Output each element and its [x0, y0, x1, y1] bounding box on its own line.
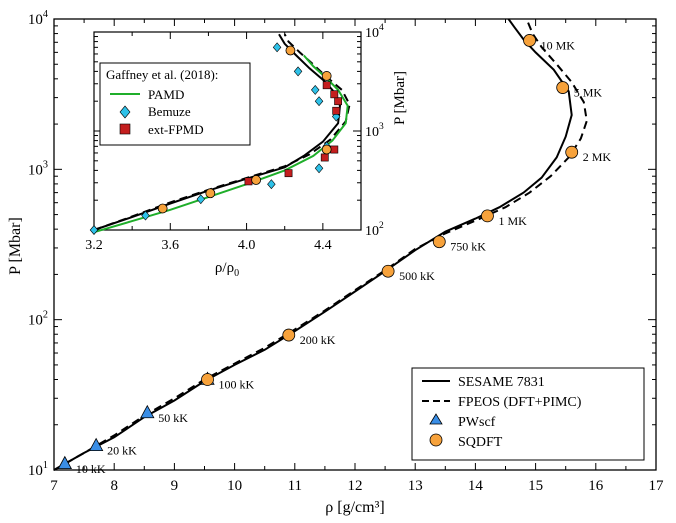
legend-label-pwscf: PWscf [458, 415, 496, 430]
main-x-tick-label: 17 [649, 478, 665, 494]
inset-marker-bemuze [314, 163, 324, 174]
main-series-line-1 [53, 18, 588, 471]
main-marker-sqdft [481, 209, 494, 223]
inset-marker-bemuze [293, 66, 303, 77]
temperature-label: 100 kK [219, 377, 255, 391]
inset-series-line-0 [93, 33, 342, 231]
inset-marker-ext-fpmd [284, 169, 293, 178]
inset-marker-ext-fpmd [330, 145, 339, 154]
inset-y-tick-label: 103 [365, 122, 384, 140]
inset-legend-label-pamd: PAMD [148, 87, 184, 102]
inset-markers [89, 42, 343, 235]
inset-marker-ext-fpmd [330, 90, 339, 99]
inset-marker-ext-fpmd [332, 106, 341, 115]
inset-marker-sqdft [321, 71, 332, 81]
inset-legend: Gaffney et al. (2018): PAMD Bemuze ext-F… [99, 62, 251, 146]
x-axis-label: ρ [g/cm³] [325, 499, 384, 516]
main-marker-sqdft [282, 328, 296, 342]
legend-box [411, 367, 645, 461]
inset-x-tick-label: 4.0 [238, 238, 256, 253]
temperature-label: 500 kK [399, 269, 435, 283]
main-x-tick-label: 7 [50, 478, 58, 494]
inset-marker-bemuze [196, 194, 206, 205]
inset-marker-bemuze [314, 96, 324, 107]
main-y-tick-label: 101 [28, 460, 48, 479]
main-x-tick-label: 15 [528, 478, 543, 494]
inset-y-tick-label: 104 [365, 23, 384, 41]
temperature-label: 5 MK [574, 86, 603, 100]
temperature-label: 50 kK [158, 411, 188, 425]
inset-legend-swatch-bemuze [119, 105, 131, 119]
inset-marker-ext-fpmd [320, 153, 329, 162]
main-marker-sqdft [523, 34, 536, 47]
main-x-tick-label: 10 [227, 478, 242, 494]
inset-legend-title: Gaffney et al. (2018): [106, 67, 218, 82]
main-marker-sqdft [565, 145, 579, 159]
main-series-line-0 [53, 18, 573, 471]
main-y-tick-label: 104 [28, 9, 48, 28]
inset-axis-ticks: 3.2 3.6 4.0 4.4 102 103 104 [85, 23, 384, 253]
inset-legend-swatch-extfpmd [119, 123, 131, 135]
main-series-lines [53, 18, 588, 471]
main-x-tick-label: 9 [171, 478, 179, 494]
main-x-tick-label: 11 [288, 478, 302, 494]
inset-x-axis-label: ρ/ρ0 [215, 260, 239, 279]
inset-plot: 3.2 3.6 4.0 4.4 102 103 104 ρ/ρ0 P [Mbar] Gaff… [85, 23, 408, 279]
main-marker-pwscf [88, 437, 104, 452]
inset-marker-sqdft [205, 188, 216, 199]
inset-marker-sqdft [285, 45, 296, 56]
inset-legend-label-bemuze: Bemuze [148, 104, 191, 119]
temperature-label: 10 MK [541, 38, 576, 52]
main-markers [57, 34, 579, 470]
legend-swatch-sqdft [429, 433, 443, 447]
legend-swatch-pwscf [429, 413, 443, 425]
main-marker-pwscf [140, 404, 155, 419]
temperature-label: 200 kK [300, 333, 336, 347]
inset-x-tick-label: 3.6 [162, 238, 180, 253]
main-marker-pwscf [57, 455, 73, 470]
main-y-tick-label: 103 [28, 159, 48, 178]
main-marker-sqdft [432, 235, 446, 249]
inset-marker-sqdft [321, 144, 332, 155]
inset-marker-ext-fpmd [322, 81, 331, 90]
inset-marker-bemuze [267, 179, 276, 190]
main-x-tick-label: 12 [348, 478, 363, 494]
main-y-tick-label: 102 [28, 310, 48, 329]
inset-marker-ext-fpmd [334, 97, 343, 106]
main-x-tick-label: 8 [110, 478, 118, 494]
legend-label-sqdft: SQDFT [458, 435, 503, 450]
inset-marker-bemuze [311, 84, 320, 95]
temperature-label: 2 MK [583, 150, 612, 164]
main-axis-ticks: 7 8 9 10 11 12 13 14 15 16 17 101 102 103 104 [28, 9, 664, 494]
temperature-label: 20 kK [107, 444, 137, 458]
main-plot: 7 8 9 10 11 12 13 14 15 16 17 101 102 103 104 10 kK20 … [7, 9, 664, 516]
temperature-label: 750 kK [450, 240, 486, 254]
inset-marker-sqdft [157, 203, 168, 214]
inset-series-line-1 [93, 33, 351, 231]
main-legend: SESAME 7831 FPEOS (DFT+PIMC) PWscf SQDFT [411, 367, 645, 461]
inset-marker-bemuze [272, 42, 282, 53]
inset-x-tick-label: 3.2 [85, 238, 103, 253]
temperature-label: 1 MK [498, 214, 527, 228]
main-marker-sqdft [381, 264, 395, 278]
y-axis-label: P [Mbar] [7, 217, 24, 275]
inset-x-tick-label: 4.4 [314, 238, 332, 253]
main-marker-sqdft [201, 373, 214, 386]
inset-y-axis-label: P [Mbar] [392, 71, 408, 125]
inset-y-tick-label: 102 [365, 221, 384, 239]
inset-marker-bemuze [141, 210, 150, 221]
legend-label-sesame: SESAME 7831 [458, 375, 545, 390]
inset-marker-bemuze [89, 225, 99, 235]
main-marker-sqdft [556, 81, 570, 94]
main-x-tick-label: 14 [468, 478, 484, 494]
inset-legend-label-extfpmd: ext-FPMD [148, 122, 204, 137]
main-x-tick-label: 16 [588, 478, 604, 494]
main-x-tick-label: 13 [408, 478, 423, 494]
inset-marker-sqdft [251, 175, 262, 185]
temperature-label: 10 kK [76, 462, 106, 476]
legend-label-fpeos: FPEOS (DFT+PIMC) [458, 395, 582, 410]
inset-marker-ext-fpmd [244, 177, 253, 186]
